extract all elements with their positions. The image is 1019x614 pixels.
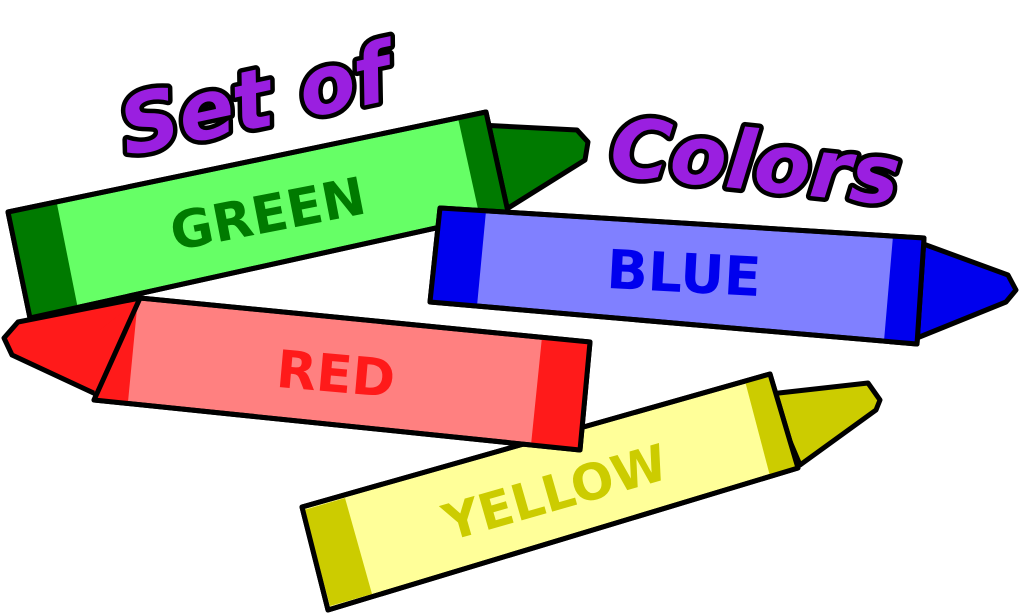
title-colors: Colors (606, 100, 905, 225)
crayon-green-band-right (458, 112, 508, 218)
crayon-blue-band-right (884, 236, 924, 344)
crayon-yellow-band-left (304, 498, 372, 606)
crayon-yellow-band-right (745, 374, 798, 476)
crayon-blue-label: BLUE (605, 238, 762, 309)
crayon-red-band-right (531, 337, 590, 450)
crayon-blue-band-left (430, 208, 486, 306)
crayon-green: GREEN (5, 109, 591, 321)
crayon-blue-tip (909, 239, 1019, 343)
crayon-red: RED (1, 295, 593, 453)
crayon-blue: BLUE (427, 205, 1019, 347)
crayon-red-label: RED (274, 340, 398, 410)
crayon-green-band-left (10, 204, 78, 318)
